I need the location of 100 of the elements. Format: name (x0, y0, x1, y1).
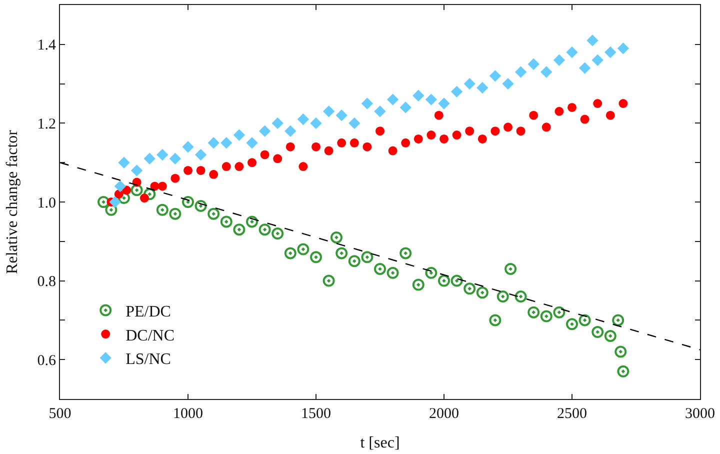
x-tick-label: 500 (48, 406, 72, 422)
point (361, 98, 374, 110)
point (412, 90, 424, 102)
y-tick-label: 1.2 (37, 116, 56, 132)
point (258, 125, 271, 137)
point (310, 117, 322, 130)
point (465, 126, 474, 136)
x-tick-label: 2500 (557, 406, 587, 422)
point (284, 125, 296, 137)
point (514, 290, 527, 303)
point (401, 138, 410, 148)
point (554, 106, 564, 116)
point (604, 46, 616, 58)
point (246, 216, 258, 228)
point (169, 208, 182, 220)
point (322, 106, 335, 118)
point (438, 98, 450, 110)
point (348, 255, 360, 268)
legend-label: PE/DC (126, 304, 171, 320)
point (348, 117, 360, 130)
point (516, 126, 526, 136)
point (184, 166, 192, 175)
y-tick-label: 0.6 (37, 352, 56, 369)
point (593, 99, 602, 108)
point (208, 208, 220, 220)
point (246, 137, 258, 149)
point (606, 110, 615, 120)
point (374, 106, 386, 118)
point (272, 117, 284, 130)
point (220, 137, 232, 149)
point (604, 330, 616, 342)
point (118, 192, 130, 204)
point (336, 109, 348, 122)
point (284, 247, 296, 260)
point (489, 314, 502, 326)
point (118, 156, 130, 168)
point (310, 251, 322, 264)
point (540, 66, 552, 78)
point (553, 54, 566, 66)
point (322, 274, 335, 287)
point (169, 152, 182, 165)
point (258, 224, 271, 236)
point (194, 148, 207, 161)
x-axis-title: t [sec] (360, 434, 400, 452)
point (312, 142, 320, 152)
point (388, 146, 398, 156)
point (580, 114, 590, 124)
y-tick-label: 0.8 (37, 274, 56, 290)
x-tick-label: 3000 (685, 406, 715, 422)
point (478, 134, 487, 144)
point (618, 99, 628, 108)
point (412, 278, 424, 291)
point (414, 134, 423, 144)
point (434, 110, 444, 120)
point (440, 134, 448, 144)
point (452, 130, 462, 140)
point (114, 190, 124, 199)
point (617, 365, 630, 378)
point (362, 142, 372, 152)
point (140, 194, 149, 203)
x-tick-label: 1000 (173, 406, 203, 422)
point (504, 262, 517, 275)
point (400, 247, 412, 260)
point (361, 251, 374, 264)
point (476, 82, 488, 94)
point (450, 274, 463, 287)
point (528, 58, 540, 70)
point (438, 274, 450, 287)
point (450, 86, 463, 98)
point (376, 126, 384, 136)
point (617, 42, 630, 54)
point (158, 182, 167, 191)
point (156, 148, 168, 161)
point (504, 122, 512, 132)
point (298, 162, 308, 172)
point (194, 200, 207, 212)
point (324, 146, 334, 156)
point (144, 188, 156, 200)
point (330, 231, 342, 244)
point (514, 66, 527, 78)
point (592, 326, 604, 338)
point (490, 126, 500, 136)
point (612, 314, 624, 326)
point (586, 34, 598, 46)
point (156, 204, 168, 216)
point (386, 266, 399, 279)
point (464, 78, 476, 90)
point (374, 262, 386, 275)
point (566, 318, 578, 330)
point (553, 306, 566, 318)
point (144, 152, 156, 165)
point (222, 162, 231, 172)
point (130, 164, 143, 176)
point (425, 94, 438, 106)
point (528, 306, 540, 318)
point (540, 310, 552, 322)
point (578, 314, 591, 326)
point (542, 122, 551, 132)
point (233, 129, 246, 141)
point (220, 216, 232, 228)
